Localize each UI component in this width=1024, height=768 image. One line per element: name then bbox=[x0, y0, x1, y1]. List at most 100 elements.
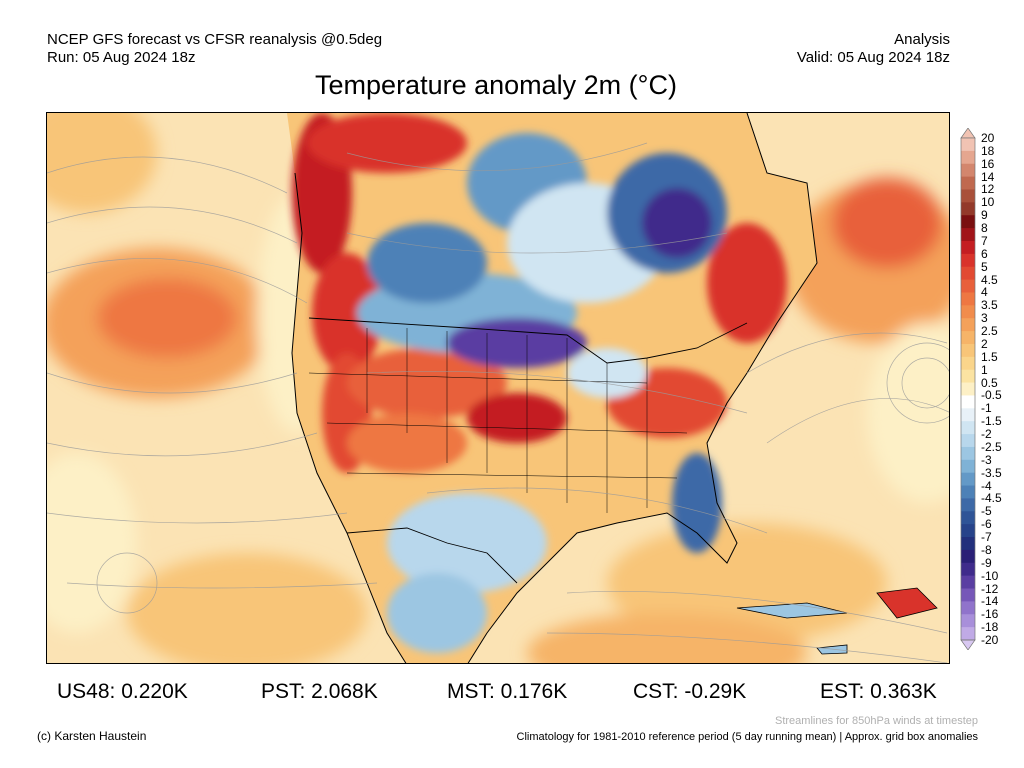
colorbar-swatch bbox=[961, 215, 975, 229]
colorbar-swatch bbox=[961, 382, 975, 396]
region-anomaly-mst: MST: 0.176K bbox=[447, 680, 568, 703]
colorbar-swatch bbox=[961, 253, 975, 268]
colorbar-swatch bbox=[961, 150, 975, 165]
colorbar-swatch bbox=[961, 588, 975, 602]
colorbar-swatch bbox=[961, 627, 975, 641]
colorbar-tick-label: 3.5 bbox=[981, 298, 998, 313]
colorbar-tick-label: -8 bbox=[981, 542, 992, 557]
colorbar-tick-label: 14 bbox=[981, 169, 995, 184]
colorbar-swatch bbox=[961, 266, 975, 281]
colorbar-tick-label: 5 bbox=[981, 259, 988, 274]
anomaly-map bbox=[46, 112, 950, 664]
colorbar-tick-label: -1 bbox=[981, 401, 992, 416]
colorbar-tick-label: -3 bbox=[981, 452, 992, 467]
run-time: Run: 05 Aug 2024 18z bbox=[47, 49, 196, 66]
region-anomaly-cst: CST: -0.29K bbox=[633, 680, 747, 703]
colorbar-swatch bbox=[961, 331, 975, 345]
colorbar-swatch bbox=[961, 408, 975, 422]
us-mexico-border bbox=[346, 527, 518, 584]
colorbar-tick-label: 3 bbox=[981, 311, 988, 326]
colorbar-tick-label: 12 bbox=[981, 182, 995, 197]
colorbar-swatch bbox=[961, 163, 975, 178]
colorbar-tick-label: -1.5 bbox=[981, 414, 1002, 429]
colorbar-tick-label: -20 bbox=[981, 633, 999, 647]
land-anomaly-field bbox=[292, 113, 787, 653]
valid-time: Valid: 05 Aug 2024 18z bbox=[796, 49, 950, 66]
colorbar-swatch bbox=[961, 189, 975, 203]
colorbar bbox=[960, 128, 976, 650]
colorbar-labels: 20 18 16 14 12 10 9 8 7 6 5 4.5 4 3.5 3 2.5 2 1.5 1 0.5 -0.5… bbox=[981, 128, 1021, 650]
colorbar-frame bbox=[960, 137, 976, 641]
colorbar-swatch bbox=[961, 614, 975, 628]
region-anomaly-est: EST: 0.363K bbox=[820, 680, 937, 703]
colorbar-tick-label: -14 bbox=[981, 594, 999, 609]
region-anomaly-pst: PST: 2.068K bbox=[261, 680, 378, 703]
colorbar-tick-label: -16 bbox=[981, 607, 999, 622]
colorbar-swatch bbox=[961, 369, 975, 384]
colorbar-tick-label: -5 bbox=[981, 504, 992, 519]
region-anomaly-us48: US48: 0.220K bbox=[57, 680, 188, 703]
colorbar-tick-label: -4.5 bbox=[981, 491, 1002, 506]
colorbar-top-arrow bbox=[960, 128, 976, 139]
colorbar-tick-label: 9 bbox=[981, 208, 988, 223]
colorbar-swatch bbox=[961, 446, 975, 461]
caribbean-islands bbox=[736, 587, 938, 655]
colorbar-swatch bbox=[961, 575, 975, 590]
colorbar-tick-label: -2 bbox=[981, 427, 992, 442]
map-canvas bbox=[47, 113, 949, 663]
colorbar-swatch bbox=[961, 562, 975, 577]
colorbar-tick-label: -0.5 bbox=[981, 388, 1002, 403]
colorbar-swatch bbox=[961, 138, 975, 152]
colorbar-tick-label: 6 bbox=[981, 246, 988, 261]
streamlines-note: Streamlines for 850hPa winds at timestep bbox=[775, 715, 978, 727]
analysis-label: Analysis bbox=[894, 31, 950, 48]
colorbar-swatch bbox=[961, 511, 975, 525]
colorbar-tick-label: -10 bbox=[981, 568, 999, 583]
colorbar-swatch bbox=[961, 485, 975, 499]
colorbar-swatch bbox=[961, 240, 975, 255]
colorbar-tick-label: 1.5 bbox=[981, 349, 998, 364]
colorbar-tick-label: -3.5 bbox=[981, 465, 1002, 480]
map-title: Temperature anomaly 2m (°C) bbox=[315, 70, 677, 100]
colorbar-swatch bbox=[961, 343, 975, 358]
colorbar-tick-label: 2.5 bbox=[981, 324, 998, 339]
colorbar-swatch bbox=[961, 421, 975, 435]
colorbar-tick-label: 7 bbox=[981, 233, 988, 248]
header-left: NCEP GFS forecast vs CFSR reanalysis @0.… bbox=[47, 31, 382, 67]
colorbar-swatch bbox=[961, 459, 975, 474]
colorbar-tick-label: -6 bbox=[981, 517, 992, 532]
copyright: (c) Karsten Haustein bbox=[37, 729, 147, 743]
colorbar-swatch bbox=[961, 524, 975, 538]
colorbar-swatch bbox=[961, 176, 975, 190]
colorbar-tick-label: 8 bbox=[981, 221, 988, 236]
colorbar-swatch bbox=[961, 395, 975, 409]
colorbar-swatch bbox=[961, 434, 975, 448]
colorbar-tick-label: 4 bbox=[981, 285, 988, 300]
coastline bbox=[291, 113, 818, 663]
colorbar-tick-label: 16 bbox=[981, 156, 995, 171]
colorbar-tick-label: 2 bbox=[981, 336, 988, 351]
colorbar-swatch bbox=[961, 356, 975, 371]
colorbar-tick-label: -12 bbox=[981, 581, 999, 596]
colorbar-swatch bbox=[961, 292, 975, 306]
colorbar-bottom-arrow bbox=[960, 639, 976, 650]
colorbar-tick-label: -9 bbox=[981, 555, 992, 570]
colorbar-tick-label: -18 bbox=[981, 620, 999, 635]
colorbar-swatch bbox=[961, 279, 975, 293]
colorbar-tick-label: 0.5 bbox=[981, 375, 998, 390]
colorbar-tick-label: 18 bbox=[981, 143, 995, 158]
colorbar-swatch bbox=[961, 601, 975, 615]
model-description: NCEP GFS forecast vs CFSR reanalysis @0.… bbox=[47, 31, 383, 48]
colorbar-swatch bbox=[961, 318, 975, 332]
colorbar-tick-label: 20 bbox=[981, 131, 995, 145]
climatology-note: Climatology for 1981-2010 reference peri… bbox=[516, 731, 978, 743]
colorbar-swatch bbox=[961, 498, 975, 512]
colorbar-swatch bbox=[961, 305, 975, 319]
header-right: Analysis Valid: 05 Aug 2024 18z bbox=[797, 31, 950, 67]
wind-streamlines bbox=[47, 142, 949, 663]
colorbar-tick-label: 1 bbox=[981, 362, 988, 377]
colorbar-tick-label: -4 bbox=[981, 478, 992, 493]
colorbar-tick-label: 4.5 bbox=[981, 272, 998, 287]
colorbar-swatch bbox=[961, 202, 975, 216]
colorbar-tick-label: 10 bbox=[981, 195, 995, 210]
